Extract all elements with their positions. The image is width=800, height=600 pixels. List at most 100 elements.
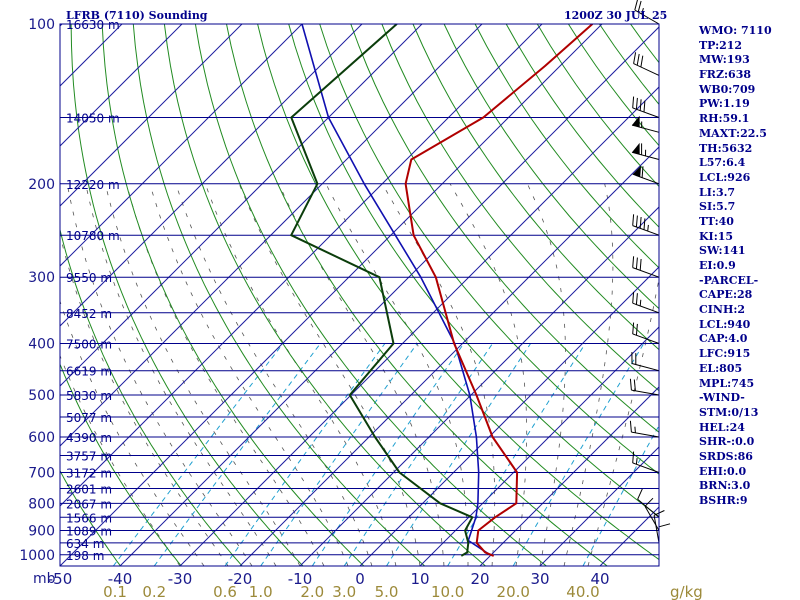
wind-barb-flag xyxy=(635,215,638,228)
wind-barb-staff xyxy=(632,333,660,344)
mixing-ratio-tick-label: 2.0 xyxy=(300,583,324,600)
isotherms xyxy=(0,24,659,566)
plot-frame xyxy=(59,23,660,567)
height-label: 2601 m xyxy=(66,482,112,496)
isotherm-line xyxy=(419,326,659,566)
isotherm-line xyxy=(60,24,483,447)
mixing-ratio-line xyxy=(260,343,418,566)
temperature-line xyxy=(404,24,594,557)
height-label: 14050 m xyxy=(66,111,120,125)
index-value: SRDS:86 xyxy=(699,449,753,463)
wind-barb-pennant xyxy=(632,142,640,155)
wind-barb-pennant xyxy=(632,115,640,128)
wind-barb-flag xyxy=(643,218,646,230)
wind-barb-staff xyxy=(631,431,660,438)
dry-adiabat-line xyxy=(288,24,659,518)
wind-barb-flag xyxy=(640,55,644,67)
wind-barb xyxy=(632,214,660,236)
wind-barb-half-flag xyxy=(641,7,644,15)
height-labels: 16630 m 14050 m 12220 m 10780 m 9550 m 8452 m… xyxy=(66,18,120,563)
dry-adiabat-line xyxy=(60,227,243,566)
dry-adiabat-line xyxy=(319,24,659,475)
wind-barb-half-flag xyxy=(639,299,642,307)
moist-adiabat-line xyxy=(587,276,659,566)
mixing-ratio-line xyxy=(447,343,586,566)
index-value: CAP:4.0 xyxy=(699,332,748,346)
wind-barb xyxy=(632,256,660,278)
pressure-axis-labels: 100 200 300 400 500 600 700 800 900 1000 mb xyxy=(19,17,55,587)
index-value: WB0:709 xyxy=(699,82,756,96)
wind-barb xyxy=(631,352,660,372)
mixing-ratio-tick-label: 20.0 xyxy=(497,583,530,600)
wind-barb-staff xyxy=(631,389,660,396)
index-value: LCL:940 xyxy=(699,317,751,331)
dry-adiabats xyxy=(60,24,659,566)
wind-barb xyxy=(658,523,671,555)
isotherm-line xyxy=(60,24,243,207)
isotherm-line xyxy=(60,24,63,27)
mixing-ratio-line xyxy=(311,343,465,566)
temperature-trace xyxy=(404,24,594,557)
temperature-tick-label: 10 xyxy=(410,570,429,588)
wind-barb-staff xyxy=(632,225,660,236)
index-value: MAXT:22.5 xyxy=(699,126,767,140)
moist-adiabat-line xyxy=(382,183,496,566)
wind-barb-flag xyxy=(635,323,638,336)
temperature-axis-labels: -50 -40 -30 -20 -10 0 10 20 30 40 xyxy=(48,570,610,588)
index-value: MW:193 xyxy=(699,53,750,67)
mixing-ratio-line xyxy=(386,343,532,566)
isotherm-line xyxy=(0,24,2,566)
wind-barb-staff xyxy=(632,462,660,473)
parcel-trace xyxy=(301,24,491,556)
index-value: TH:5632 xyxy=(699,141,753,155)
wind-barb xyxy=(631,142,660,160)
moist-adiabat-line xyxy=(175,183,373,566)
moist-adiabat-line xyxy=(85,183,277,566)
wind-barb-staff xyxy=(653,515,660,543)
wind-barb-staff xyxy=(631,363,660,372)
index-value: -WIND- xyxy=(699,391,745,405)
pressure-tick-label: 200 xyxy=(28,177,55,193)
indices-panel: WMO: 7110 TP:212 MW:193 FRZ:638 WB0:709 PW:1.… xyxy=(699,24,799,509)
temperature-tick-label: -30 xyxy=(168,570,193,588)
height-label: 2067 m xyxy=(66,497,112,511)
pressure-tick-label: 600 xyxy=(28,430,55,446)
dry-adiabat-line xyxy=(70,24,304,566)
mixing-ratio-unit-label: g/kg xyxy=(670,583,703,600)
temperature-tick-label: 30 xyxy=(530,570,549,588)
isotherm-line xyxy=(60,24,603,566)
isotherm-line xyxy=(179,86,659,566)
isotherm-line xyxy=(299,206,659,566)
dry-adiabat-line xyxy=(60,362,182,566)
parcel-line xyxy=(301,24,491,556)
mixing-ratio-tick-label: 1.0 xyxy=(249,583,273,600)
temperature-tick-label: -50 xyxy=(48,570,73,588)
wind-barb xyxy=(631,115,660,133)
isobars xyxy=(60,23,659,567)
dry-adiabat-line xyxy=(163,24,486,566)
height-label: 9550 m xyxy=(66,271,112,285)
index-value: LCL:926 xyxy=(699,170,751,184)
mixing-ratio-tick-label: 40.0 xyxy=(566,583,599,600)
moist-adiabat-line xyxy=(527,183,566,566)
index-value: HEL:24 xyxy=(699,420,745,434)
height-label: 6619 m xyxy=(66,365,112,379)
isotherm-line xyxy=(60,24,183,147)
mixing-ratio-tick-label: 0.1 xyxy=(103,583,127,600)
wind-barb-flag xyxy=(632,214,635,226)
wind-barb-flag xyxy=(632,291,635,304)
index-value: LFC:915 xyxy=(699,347,751,361)
wind-barb-flag xyxy=(632,96,635,108)
wind-barb xyxy=(637,488,660,518)
wind-barb-flag xyxy=(632,322,635,334)
index-value: STM:0/13 xyxy=(699,405,759,419)
mixing-ratio-tick-label: 0.6 xyxy=(213,583,237,600)
wind-barb-half-flag xyxy=(647,224,649,232)
wind-barb-flag xyxy=(633,379,636,391)
index-value: MPL:745 xyxy=(699,376,755,390)
height-label: 10780 m xyxy=(66,229,120,243)
pressure-tick-label: 300 xyxy=(28,270,55,286)
mixing-ratio-line xyxy=(582,424,659,566)
wind-barb-flag xyxy=(639,216,642,229)
moist-adiabat-line xyxy=(66,183,253,566)
